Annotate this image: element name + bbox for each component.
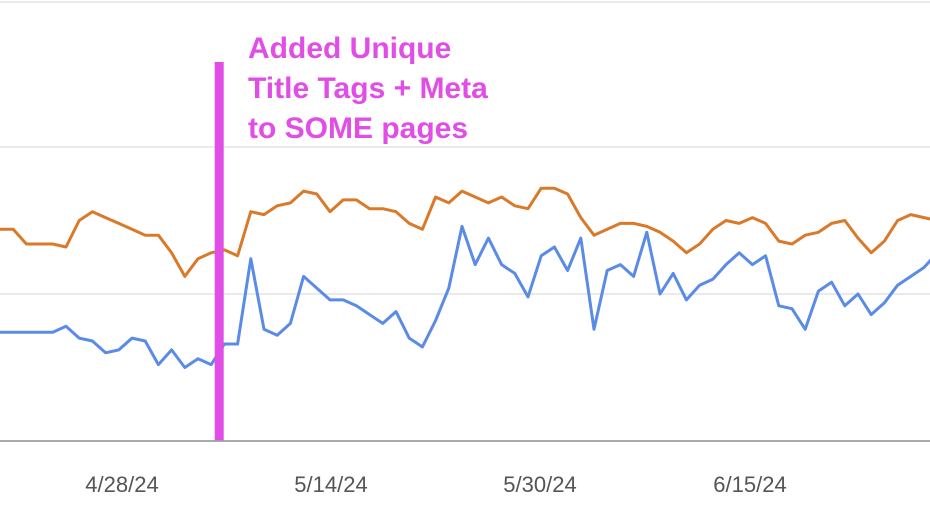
x-tick-label: 6/15/24 [713, 472, 786, 497]
series-line-1 [0, 186, 930, 278]
x-axis: 4/28/24 5/14/24 5/30/24 6/15/24 7 [0, 440, 930, 497]
gridlines [0, 1, 930, 295]
series-layer [0, 186, 930, 369]
x-tick-label: 7 [929, 472, 930, 497]
annotation-text-line-1: Added Unique [248, 32, 451, 65]
x-tick-label: 5/30/24 [503, 472, 576, 497]
annotation-text-line-3: to SOME pages [248, 112, 468, 145]
annotation: Added Unique Title Tags + Meta to SOME pag… [214, 32, 488, 441]
x-tick-label: 5/14/24 [294, 472, 367, 497]
x-tick-label: 4/28/24 [85, 472, 158, 497]
series-line-2 [0, 224, 930, 369]
annotation-text-line-2: Title Tags + Meta [248, 72, 488, 105]
